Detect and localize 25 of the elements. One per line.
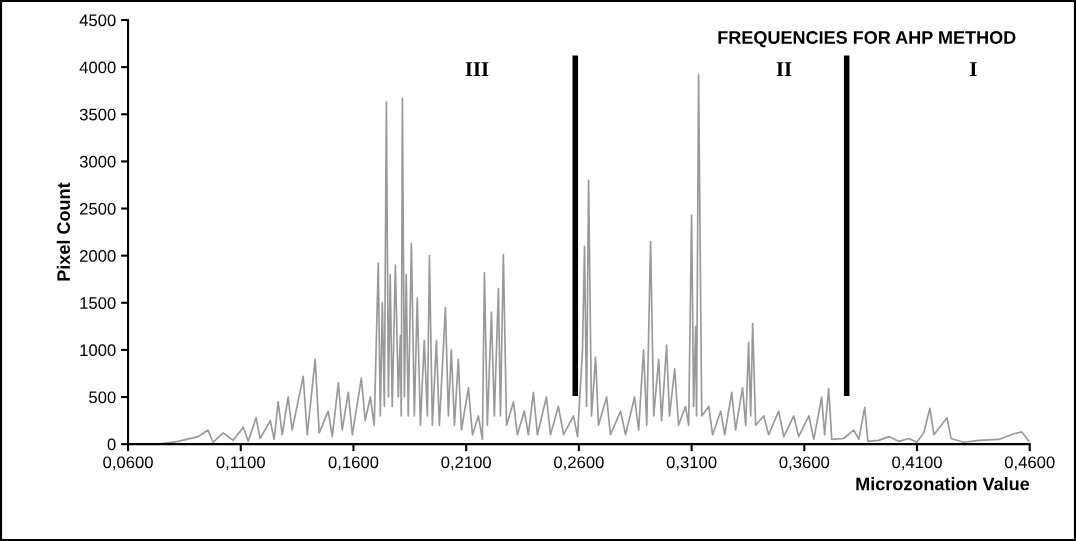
y-tick-label: 500	[89, 391, 116, 404]
x-tick-label: 0,4600	[1004, 456, 1055, 471]
y-tick-label: 2000	[80, 250, 116, 262]
x-tick-label: 0,3100	[666, 456, 717, 471]
x-tick-label: 0,2600	[554, 456, 604, 471]
x-axis-title: Microzonation Value	[856, 477, 1030, 491]
y-axis-title: Pixel Count	[56, 182, 71, 281]
y-tick-label: 2500	[80, 202, 116, 215]
annotation: II	[776, 62, 792, 76]
y-tick-label: 3500	[79, 108, 116, 121]
x-tick-label: 0,1600	[328, 456, 379, 471]
annotation: I	[970, 62, 977, 76]
text: FREQUENCIES FOR AHP METHOD	[718, 31, 1016, 48]
y-tick-label: 1500	[80, 297, 116, 309]
x-tick-label: 0,3600	[779, 456, 830, 471]
x-tick-label: 0,0600	[103, 456, 153, 471]
y-tick-label: 4500	[79, 14, 116, 27]
x-tick-label: 0,4100	[892, 456, 942, 471]
y-tick-label: 0	[107, 438, 116, 451]
y-tick-label: 3000	[79, 155, 116, 168]
y-tick-label: 1000	[80, 344, 116, 357]
annotation: III	[465, 62, 489, 76]
y-tick-label: 4000	[79, 61, 116, 74]
x-tick-label: 0,2100	[441, 456, 492, 471]
x-tick-label: 0,1100	[216, 456, 265, 471]
